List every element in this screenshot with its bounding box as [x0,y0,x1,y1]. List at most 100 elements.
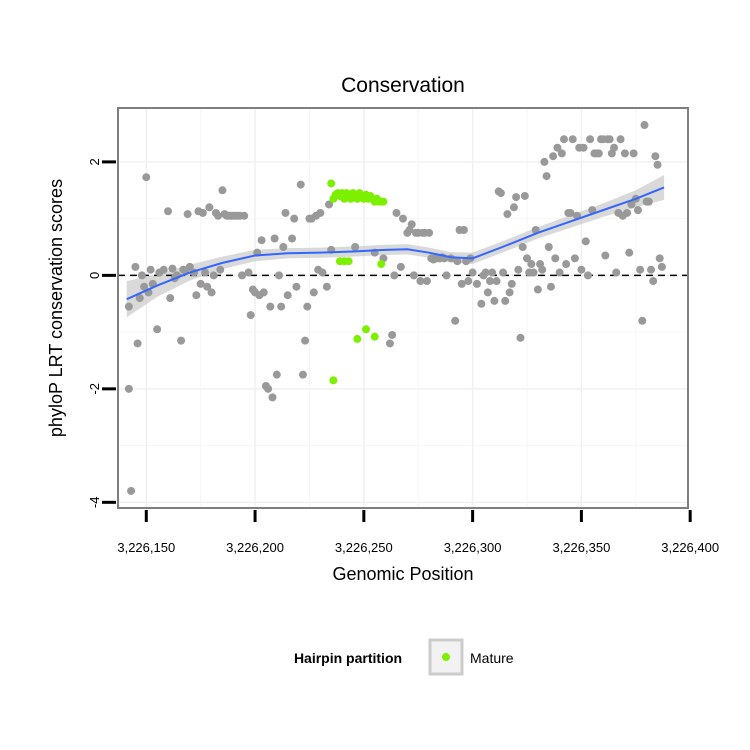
point-other [425,228,434,237]
point-other [385,339,394,348]
point-other [183,210,192,219]
point-other [153,325,162,334]
point-other [610,143,619,152]
point-other [168,264,177,273]
point-other [529,268,538,277]
point-other [192,291,201,300]
point-other [146,265,155,274]
point-other [490,296,499,305]
point-mature [370,332,379,341]
point-mature [377,260,386,269]
point-other [218,186,227,195]
point-other [570,254,579,263]
point-other [205,203,214,212]
point-other [546,282,555,291]
y-axis-ticks: -4 -2 0 2 [87,158,116,508]
point-other [557,149,566,158]
point-other [538,265,547,274]
point-other [507,279,516,288]
point-other [131,262,140,271]
point-other [268,393,277,402]
data-points [124,121,666,495]
point-other [553,143,562,152]
point-other [451,316,460,325]
y-tick-label: -4 [87,497,102,509]
plot-frame [117,107,689,509]
point-other [185,262,194,271]
point-other [501,296,510,305]
point-other [159,265,168,274]
point-mature [353,334,362,343]
point-other [272,370,281,379]
point-mature [362,325,371,334]
point-other [457,279,466,288]
point-other [270,234,279,243]
chart-title: Conservation [341,74,465,97]
point-other [207,288,216,297]
point-other [647,265,656,274]
point-other [140,282,149,291]
point-other [453,257,462,266]
point-other [127,486,136,495]
point-other [527,260,536,269]
point-other [198,208,207,217]
point-other [520,191,529,200]
point-other [442,271,451,280]
point-other [566,208,575,217]
point-other [316,208,325,217]
point-other [503,210,512,219]
point-other [549,152,558,161]
point-other [422,277,431,286]
point-other [351,243,360,252]
point-mature [379,197,388,206]
point-other [523,254,532,263]
point-other [640,121,649,130]
point-other [542,172,551,181]
smooth-trend-line [126,186,665,301]
point-other [533,285,542,294]
point-other [551,254,560,263]
point-other [399,214,407,223]
point-other [124,384,133,393]
x-tick-label: 3,226,150 [117,540,175,555]
point-other [488,268,497,277]
point-other [388,330,397,339]
point-other [481,268,490,277]
point-other [257,236,266,245]
point-other [283,291,292,300]
point-other [577,265,586,274]
point-other [540,157,549,166]
point-other [581,237,590,246]
point-other [544,243,553,252]
point-other [142,173,151,182]
point-other [636,265,645,274]
point-other [164,207,173,216]
point-other [238,271,247,280]
point-other [505,288,514,297]
point-other [281,208,290,217]
point-other [514,265,523,274]
point-other [201,268,210,277]
point-other [516,333,525,342]
point-mature [329,376,338,385]
y-tick-label: 2 [87,158,102,165]
point-other [309,288,318,297]
point-other [166,294,175,303]
point-other [655,254,664,263]
x-axis-ticks: 3,226,150 3,226,200 3,226,250 3,226,300 3,22… [117,510,719,555]
x-axis-title: Genomic Position [332,564,473,584]
point-other [277,302,286,311]
x-tick-label: 3,226,300 [444,540,502,555]
point-other [555,268,564,277]
point-other [177,336,186,345]
point-other [559,135,568,144]
point-other [483,288,492,297]
point-other [409,271,418,280]
x-tick-label: 3,226,350 [552,540,610,555]
point-other [303,302,312,311]
y-tick-label: 0 [87,272,102,279]
legend-key-box [428,638,464,676]
point-other [318,268,327,277]
point-other [325,200,334,209]
point-other [209,271,218,280]
